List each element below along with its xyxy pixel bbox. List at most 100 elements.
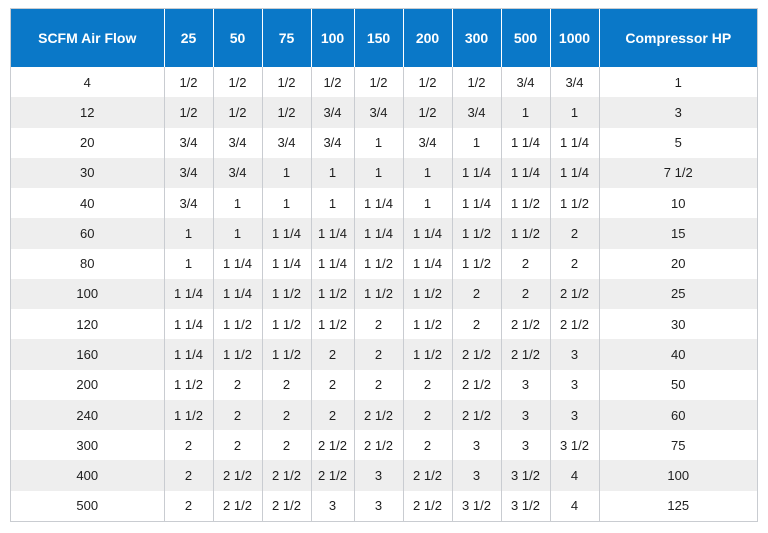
pipe-size-cell: 1 <box>212 188 262 219</box>
pipe-size-cell: 1/2 <box>261 67 311 98</box>
pipe-size-cell: 1 <box>353 127 403 158</box>
pipe-size-cell: 1 1/4 <box>549 127 599 158</box>
pipe-size-cell: 2 1/2 <box>451 339 501 370</box>
pipe-size-cell: 1 1/2 <box>549 188 599 219</box>
pipe-size-cell: 2 1/2 <box>402 460 452 491</box>
pipe-size-cell: 2 <box>451 278 501 310</box>
pipe-size-cell: 2 <box>500 278 550 310</box>
table-row: 40 3/4 1 1 1 1 1/4 1 1 1/4 1 1/2 1 1/2 10 <box>11 188 757 219</box>
air-flow-cell: 4 <box>11 67 164 98</box>
pipe-size-cell: 2 <box>353 309 403 340</box>
pipe-size-cell: 1 1/2 <box>353 278 403 310</box>
pipe-size-cell: 2 <box>261 369 311 400</box>
header-cell-compressor-hp: Compressor HP <box>598 9 757 67</box>
pipe-size-cell: 3/4 <box>310 97 354 128</box>
pipe-size-cell: 1 <box>212 218 262 249</box>
pipe-sizing-table: SCFM Air Flow 25 50 75 100 150 200 300 5… <box>11 9 757 521</box>
pipe-size-cell: 1 1/2 <box>500 188 550 219</box>
pipe-size-cell: 1/2 <box>212 97 262 128</box>
pipe-size-cell: 1 1/2 <box>261 339 311 370</box>
pipe-size-cell: 2 1/2 <box>500 309 550 340</box>
pipe-size-cell: 1 1/2 <box>451 248 501 279</box>
air-flow-cell: 240 <box>11 399 164 431</box>
header-cell: 25 <box>163 9 213 67</box>
table-row: 100 1 1/4 1 1/4 1 1/2 1 1/2 1 1/2 1 1/2 2 2 2 1/2… <box>11 278 757 310</box>
pipe-size-cell: 1 1/4 <box>163 339 213 370</box>
pipe-size-cell: 2 <box>549 248 599 279</box>
pipe-size-cell: 1 1/4 <box>451 188 501 219</box>
pipe-size-cell: 3/4 <box>212 157 262 189</box>
pipe-size-cell: 2 <box>163 490 213 521</box>
compressor-hp-cell: 75 <box>598 430 757 461</box>
pipe-size-cell: 3/4 <box>261 127 311 158</box>
pipe-size-cell: 2 <box>402 399 452 431</box>
pipe-size-cell: 2 <box>310 339 354 370</box>
pipe-size-cell: 2 1/2 <box>402 490 452 521</box>
pipe-size-cell: 1 1/2 <box>261 309 311 340</box>
table-row: 20 3/4 3/4 3/4 3/4 1 3/4 1 1 1/4 1 1/4 5 <box>11 127 757 158</box>
pipe-size-cell: 1 1/2 <box>451 218 501 249</box>
pipe-size-cell: 2 <box>163 430 213 461</box>
pipe-size-cell: 1 <box>310 157 354 189</box>
pipe-size-cell: 1 1/4 <box>500 127 550 158</box>
pipe-size-cell: 4 <box>549 460 599 491</box>
pipe-size-cell: 2 <box>451 309 501 340</box>
header-cell: 500 <box>500 9 550 67</box>
pipe-size-cell: 3/4 <box>310 127 354 158</box>
table-row: 60 1 1 1 1/4 1 1/4 1 1/4 1 1/4 1 1/2 1 1/2 2 15 <box>11 218 757 249</box>
pipe-size-cell: 1 1/2 <box>500 218 550 249</box>
header-cell: 100 <box>310 9 354 67</box>
pipe-size-cell: 1 <box>163 218 213 249</box>
pipe-size-cell: 2 <box>212 399 262 431</box>
air-flow-cell: 20 <box>11 127 164 158</box>
pipe-size-cell: 1 1/2 <box>261 278 311 310</box>
pipe-size-cell: 1 <box>353 157 403 189</box>
compressor-hp-cell: 50 <box>598 369 757 400</box>
pipe-size-cell: 1 1/2 <box>212 309 262 340</box>
header-cell: 75 <box>261 9 311 67</box>
compressor-hp-cell: 30 <box>598 309 757 340</box>
pipe-size-cell: 1/2 <box>261 97 311 128</box>
pipe-size-cell: 1 <box>451 127 501 158</box>
pipe-size-cell: 3/4 <box>163 157 213 189</box>
pipe-size-cell: 1 1/2 <box>402 339 452 370</box>
header-cell: 300 <box>451 9 501 67</box>
compressor-hp-cell: 1 <box>598 67 757 98</box>
air-flow-cell: 400 <box>11 460 164 491</box>
pipe-size-cell: 2 1/2 <box>353 399 403 431</box>
table-header: SCFM Air Flow 25 50 75 100 150 200 300 5… <box>11 9 757 67</box>
air-flow-cell: 100 <box>11 278 164 310</box>
pipe-size-cell: 1 1/4 <box>212 278 262 310</box>
compressor-hp-cell: 10 <box>598 188 757 219</box>
pipe-size-cell: 2 1/2 <box>212 490 262 521</box>
air-flow-cell: 500 <box>11 490 164 521</box>
pipe-size-cell: 1 1/4 <box>353 218 403 249</box>
pipe-size-cell: 1 <box>261 188 311 219</box>
pipe-size-cell: 1 1/4 <box>163 278 213 310</box>
pipe-size-cell: 2 1/2 <box>310 430 354 461</box>
pipe-size-cell: 3/4 <box>212 127 262 158</box>
table-row: 300 2 2 2 2 1/2 2 1/2 2 3 3 3 1/2 75 <box>11 430 757 461</box>
pipe-size-cell: 3/4 <box>163 127 213 158</box>
pipe-size-cell: 1 <box>310 188 354 219</box>
pipe-size-cell: 1 1/4 <box>402 248 452 279</box>
pipe-size-cell: 3 1/2 <box>500 490 550 521</box>
pipe-size-cell: 1/2 <box>402 97 452 128</box>
pipe-size-cell: 1 <box>402 188 452 219</box>
table-row: 4 1/2 1/2 1/2 1/2 1/2 1/2 1/2 3/4 3/4 1 <box>11 67 757 98</box>
pipe-size-cell: 1 1/4 <box>500 157 550 189</box>
table-row: 400 2 2 1/2 2 1/2 2 1/2 3 2 1/2 3 3 1/2 4 100 <box>11 460 757 491</box>
pipe-size-cell: 3/4 <box>163 188 213 219</box>
pipe-size-cell: 4 <box>549 490 599 521</box>
pipe-size-cell: 3 <box>500 369 550 400</box>
compressor-hp-cell: 7 1/2 <box>598 157 757 189</box>
pipe-size-cell: 2 1/2 <box>212 460 262 491</box>
pipe-size-cell: 2 <box>261 430 311 461</box>
pipe-size-cell: 3/4 <box>402 127 452 158</box>
table-row: 12 1/2 1/2 1/2 3/4 3/4 1/2 3/4 1 1 3 <box>11 97 757 128</box>
air-flow-cell: 60 <box>11 218 164 249</box>
pipe-size-cell: 1/2 <box>163 67 213 98</box>
header-cell: 1000 <box>549 9 599 67</box>
pipe-size-cell: 2 <box>402 430 452 461</box>
pipe-size-cell: 1/2 <box>212 67 262 98</box>
